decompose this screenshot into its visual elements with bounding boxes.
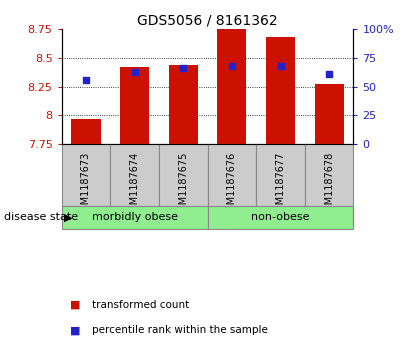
Bar <box>314 84 344 144</box>
Point <box>180 65 187 71</box>
Bar <box>120 67 149 144</box>
Point <box>229 63 235 69</box>
Point <box>83 77 89 83</box>
Text: GSM1187674: GSM1187674 <box>129 152 140 217</box>
Point <box>277 63 284 69</box>
Text: morbidly obese: morbidly obese <box>92 212 178 223</box>
Text: transformed count: transformed count <box>92 300 190 310</box>
Bar <box>72 119 101 144</box>
Text: ▶: ▶ <box>64 212 72 223</box>
Bar <box>169 65 198 144</box>
Bar <box>305 144 353 206</box>
Bar <box>208 144 256 206</box>
Title: GDS5056 / 8161362: GDS5056 / 8161362 <box>137 14 278 28</box>
Text: ■: ■ <box>70 325 81 335</box>
Point <box>132 69 138 74</box>
Text: GSM1187673: GSM1187673 <box>81 152 91 217</box>
Text: ■: ■ <box>70 300 81 310</box>
Text: GSM1187677: GSM1187677 <box>275 152 286 217</box>
Text: percentile rank within the sample: percentile rank within the sample <box>92 325 268 335</box>
Point <box>326 71 332 77</box>
Text: GSM1187676: GSM1187676 <box>227 152 237 217</box>
Text: GSM1187675: GSM1187675 <box>178 152 188 217</box>
Bar <box>62 144 110 206</box>
Bar <box>208 206 353 229</box>
Text: GSM1187678: GSM1187678 <box>324 152 334 217</box>
Bar <box>62 206 208 229</box>
Bar <box>266 37 295 144</box>
Text: non-obese: non-obese <box>251 212 310 223</box>
Bar <box>159 144 208 206</box>
Bar <box>256 144 305 206</box>
Bar <box>217 29 247 144</box>
Bar <box>110 144 159 206</box>
Text: disease state: disease state <box>4 212 78 223</box>
